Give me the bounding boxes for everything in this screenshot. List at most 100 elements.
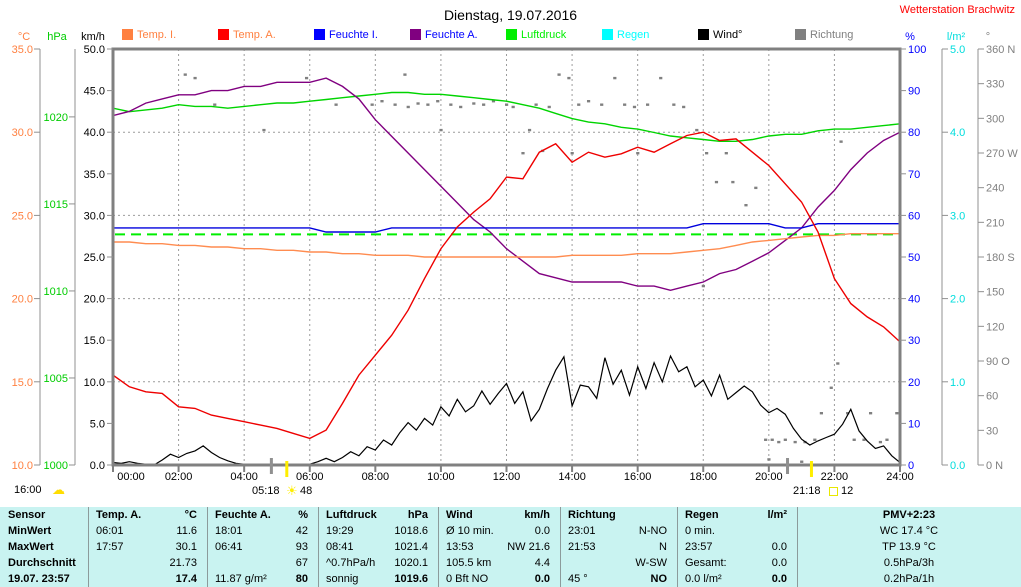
series-temp-i- <box>113 232 900 258</box>
legend-item-feuchte-a-: Feuchte A. <box>410 29 478 41</box>
legend-item-temp-i-: Temp. I. <box>122 29 176 41</box>
svg-text:25.0: 25.0 <box>12 210 33 222</box>
svg-text:240: 240 <box>986 183 1004 195</box>
svg-text:35.0: 35.0 <box>84 169 105 181</box>
table-cell-value: 21.73 <box>169 557 197 569</box>
legend-item-richtung: Richtung <box>795 29 853 41</box>
svg-text:300: 300 <box>986 113 1004 125</box>
legend-label: Temp. A. <box>233 29 276 41</box>
legend-swatch <box>698 29 709 40</box>
table-row-label: 19.07. 23:57 <box>8 573 70 585</box>
legend-label: Temp. I. <box>137 29 177 41</box>
svg-text:°: ° <box>986 31 990 43</box>
table-column-separator <box>797 507 798 587</box>
twilight-marker-tick <box>786 458 790 474</box>
legend-item-temp-a-: Temp. A. <box>218 29 276 41</box>
table-cell-time: 19:29 <box>326 525 354 537</box>
table-cell-value: 17.4 <box>175 573 197 585</box>
table-cell-time: 23:01 <box>568 525 596 537</box>
table-cell-time: 0 min. <box>685 525 715 537</box>
station-name: Wetterstation Brachwitz <box>899 4 1015 16</box>
table-cell-value: N-NO <box>638 525 667 537</box>
svg-text:10: 10 <box>908 418 920 430</box>
table-pmv-value: WC 17.4 °C <box>879 525 939 537</box>
svg-text:24:00: 24:00 <box>886 471 914 483</box>
table-header: Richtung <box>568 509 616 521</box>
legend-item-regen: Regen <box>602 29 649 41</box>
legend-item-feuchte-i-: Feuchte I. <box>314 29 378 41</box>
svg-text:1000: 1000 <box>44 460 68 472</box>
legend-swatch <box>122 29 133 40</box>
table-cell-value: 4.4 <box>534 557 550 569</box>
svg-text:5.0: 5.0 <box>90 418 105 430</box>
svg-text:180 S: 180 S <box>986 252 1015 264</box>
svg-text:210: 210 <box>986 217 1004 229</box>
svg-text:50: 50 <box>908 252 920 264</box>
sunrise-value-label: 48 <box>300 485 313 497</box>
weather-chart: 35.030.025.020.015.010.0°C10201015101010… <box>12 31 1019 483</box>
table-cell-value: 80 <box>295 573 308 585</box>
table-cell-value: NO <box>650 573 668 585</box>
legend-label: Feuchte A. <box>425 29 478 41</box>
table-column-separator <box>560 507 561 587</box>
table-cell-value: 0.0 <box>771 573 787 585</box>
table-cell-value: NW 21.6 <box>507 541 550 553</box>
table-column-separator <box>207 507 208 587</box>
legend-swatch <box>218 29 229 40</box>
svg-text:hPa: hPa <box>47 31 67 43</box>
table-cell-time: 08:41 <box>326 541 354 553</box>
series-feuchte-i- <box>113 222 900 233</box>
chart-series <box>113 77 900 465</box>
svg-text:60: 60 <box>986 391 998 403</box>
legend-label: Wind° <box>713 29 743 41</box>
svg-text:100: 100 <box>908 44 926 56</box>
sunset-value-label: 12 <box>841 485 854 497</box>
svg-text:90: 90 <box>908 86 920 98</box>
svg-text:1010: 1010 <box>44 286 68 298</box>
legend-label: Luftdruck <box>521 29 567 41</box>
table-header-unit: % <box>298 509 308 521</box>
table-cell-value: 0.0 <box>534 573 550 585</box>
chart-grid <box>113 49 900 465</box>
svg-text:360 N: 360 N <box>986 44 1015 56</box>
richtung-scatter <box>183 73 899 463</box>
svg-text:1.0: 1.0 <box>950 377 965 389</box>
svg-text:20.0: 20.0 <box>84 294 105 306</box>
table-cell-time: Gesamt: <box>685 557 727 569</box>
svg-text:06:00: 06:00 <box>296 471 324 483</box>
svg-text:150: 150 <box>986 287 1004 299</box>
table-header: PMV+2:23 <box>882 509 936 521</box>
svg-text:04:00: 04:00 <box>230 471 258 483</box>
table-cell-time: 23:57 <box>685 541 713 553</box>
table-header: Sensor <box>8 509 46 521</box>
svg-text:20:00: 20:00 <box>755 471 783 483</box>
legend-swatch <box>410 29 421 40</box>
sun-marker-tick <box>285 461 289 477</box>
svg-text:30: 30 <box>986 425 998 437</box>
series-luftdruck <box>113 91 900 143</box>
svg-text:10:00: 10:00 <box>427 471 455 483</box>
table-cell-value: 67 <box>295 557 308 569</box>
table-column-separator <box>88 507 89 587</box>
table-cell-value: 1018.6 <box>394 525 428 537</box>
series-feuchte-a- <box>113 77 900 292</box>
svg-text:0 N: 0 N <box>986 460 1003 472</box>
table-cell-value: 11.6 <box>176 525 197 537</box>
moon-icon <box>829 487 838 499</box>
table-cell-value: 1019.6 <box>394 573 428 585</box>
svg-text:%: % <box>905 31 915 43</box>
svg-text:40: 40 <box>908 294 920 306</box>
svg-text:08:00: 08:00 <box>362 471 390 483</box>
table-cell-value: N <box>659 541 667 553</box>
table-cell-time: Ø 10 min. <box>446 525 494 537</box>
svg-text:1015: 1015 <box>44 199 68 211</box>
legend-swatch <box>602 29 613 40</box>
legend-swatch <box>795 29 806 40</box>
table-cell-value: 0.0 <box>534 525 550 537</box>
svg-text:0.0: 0.0 <box>950 460 965 472</box>
sunset-time-label: 21:18 <box>793 485 821 497</box>
svg-text:18:00: 18:00 <box>689 471 717 483</box>
axis-deg: 360 N 330 300 270 W 240 210 180 S 150 120 90 O 60 3… <box>977 31 1018 472</box>
table-cell-time: 06:01 <box>96 525 124 537</box>
svg-text:80: 80 <box>908 127 920 139</box>
